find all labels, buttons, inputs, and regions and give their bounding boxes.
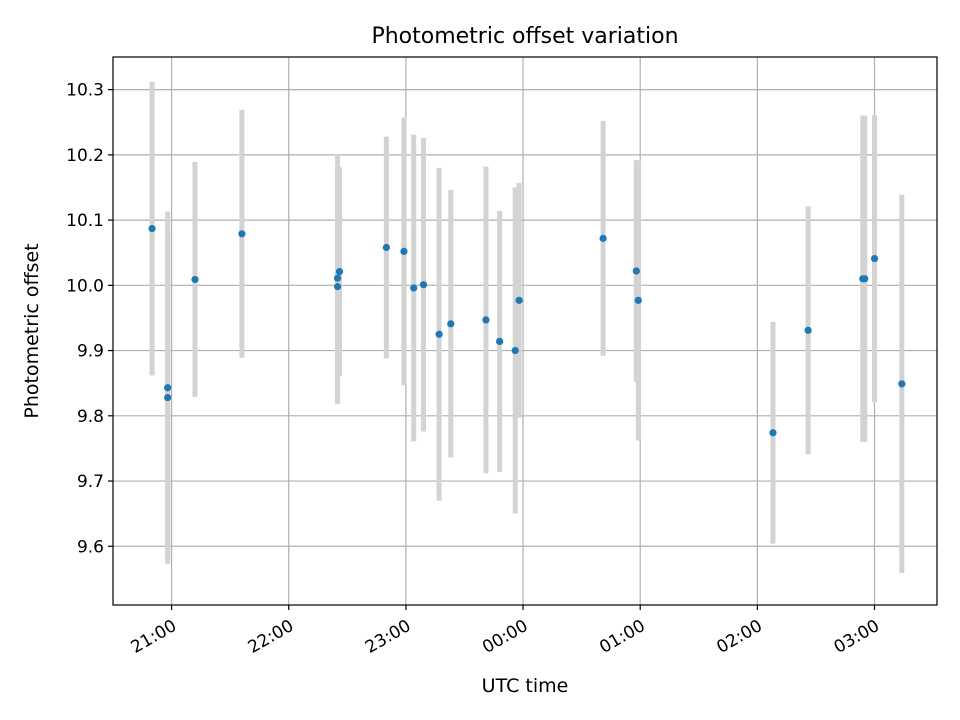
data-point [632,267,640,275]
data-point [496,337,504,346]
data-point [898,380,906,388]
data-point [333,274,342,282]
y-tick-label: 9.9 [77,342,104,362]
y-tick-label: 10.3 [66,81,104,101]
data-point [769,429,777,437]
y-tick-label: 9.7 [77,472,104,492]
data-point [191,275,199,284]
y-tick-label: 10.1 [66,211,104,231]
y-tick-label: 9.8 [77,407,104,427]
data-point [148,224,156,233]
data-point [410,284,418,292]
data-point [861,275,869,283]
data-point [804,326,812,334]
y-tick-label: 10.0 [66,276,104,296]
data-point [238,230,246,238]
data-point [333,283,342,291]
y-axis-label: Photometric offset [21,243,43,418]
data-points [148,224,906,437]
data-point [515,296,523,304]
data-point [382,243,390,252]
chart-title: Photometric offset variation [371,24,678,49]
data-point [447,320,455,328]
data-point [870,254,879,263]
data-point [511,346,519,355]
data-point [400,247,408,256]
data-point [435,330,443,338]
y-tick-label: 10.2 [66,146,104,166]
data-point [419,281,428,289]
data-point [599,234,607,242]
data-point [335,268,344,276]
y-axis-ticks: 9.6 9.7 9.8 9.9 10.0 10.1 10.2 10.3 [66,81,113,557]
data-point [164,384,172,392]
y-tick-label: 9.6 [77,537,104,557]
data-point [482,316,490,324]
data-point [634,296,642,304]
data-point [164,393,172,402]
plot-area-frame [112,56,938,606]
x-axis-label: UTC time [482,675,569,697]
